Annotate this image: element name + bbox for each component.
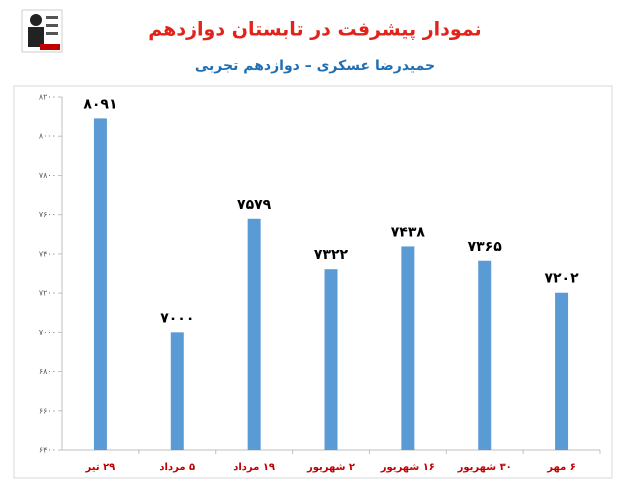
value-label: ۷۰۰۰ xyxy=(160,310,194,326)
y-tick-label: ۷۸۰۰ xyxy=(39,171,56,180)
chart-title: نمودار پیشرفت در تابستان دوازدهم xyxy=(148,19,481,41)
x-tick-label: ۳۰ شهریور xyxy=(457,462,512,473)
bar xyxy=(170,332,184,450)
y-tick-label: ۷۰۰۰ xyxy=(39,328,56,337)
x-tick-label: ۱۶ شهریور xyxy=(380,462,435,473)
value-label: ۷۲۰۲ xyxy=(544,271,579,287)
value-label: ۷۳۲۲ xyxy=(314,247,349,263)
value-label: ۷۴۳۸ xyxy=(391,224,426,240)
y-tick-label: ۶۶۰۰ xyxy=(39,406,56,415)
chart-subtitle: حمیدرضا عسکری – دوازدهم تجربی xyxy=(195,58,435,74)
logo xyxy=(21,9,63,53)
bar xyxy=(324,269,338,450)
y-tick-label: ۶۸۰۰ xyxy=(39,367,56,376)
value-label: ۸۰۹۱ xyxy=(83,96,117,112)
bar xyxy=(555,292,569,450)
y-tick-label: ۷۶۰۰ xyxy=(39,210,56,219)
x-tick-label: ۵ مرداد xyxy=(159,462,195,473)
y-tick-label: ۷۴۰۰ xyxy=(39,249,56,258)
bar xyxy=(247,218,261,450)
y-tick-label: ۸۰۰۰ xyxy=(39,132,56,141)
bar xyxy=(478,260,492,450)
y-tick-label: ۸۲۰۰ xyxy=(39,93,56,102)
x-tick-label: ۱۹ مرداد xyxy=(233,462,275,473)
bar xyxy=(401,246,415,450)
x-tick-label: ۲ شهریور xyxy=(306,462,355,473)
x-tick-label: ۲۹ تیر xyxy=(85,462,116,473)
value-label: ۷۳۶۵ xyxy=(468,239,503,255)
chart-frame xyxy=(13,85,613,479)
x-tick-label: ۶ مهر xyxy=(546,462,576,473)
bar xyxy=(93,118,107,451)
value-label: ۷۵۷۹ xyxy=(237,197,272,213)
y-tick-label: ۶۴۰۰ xyxy=(39,446,56,455)
y-tick-label: ۷۲۰۰ xyxy=(39,289,56,298)
